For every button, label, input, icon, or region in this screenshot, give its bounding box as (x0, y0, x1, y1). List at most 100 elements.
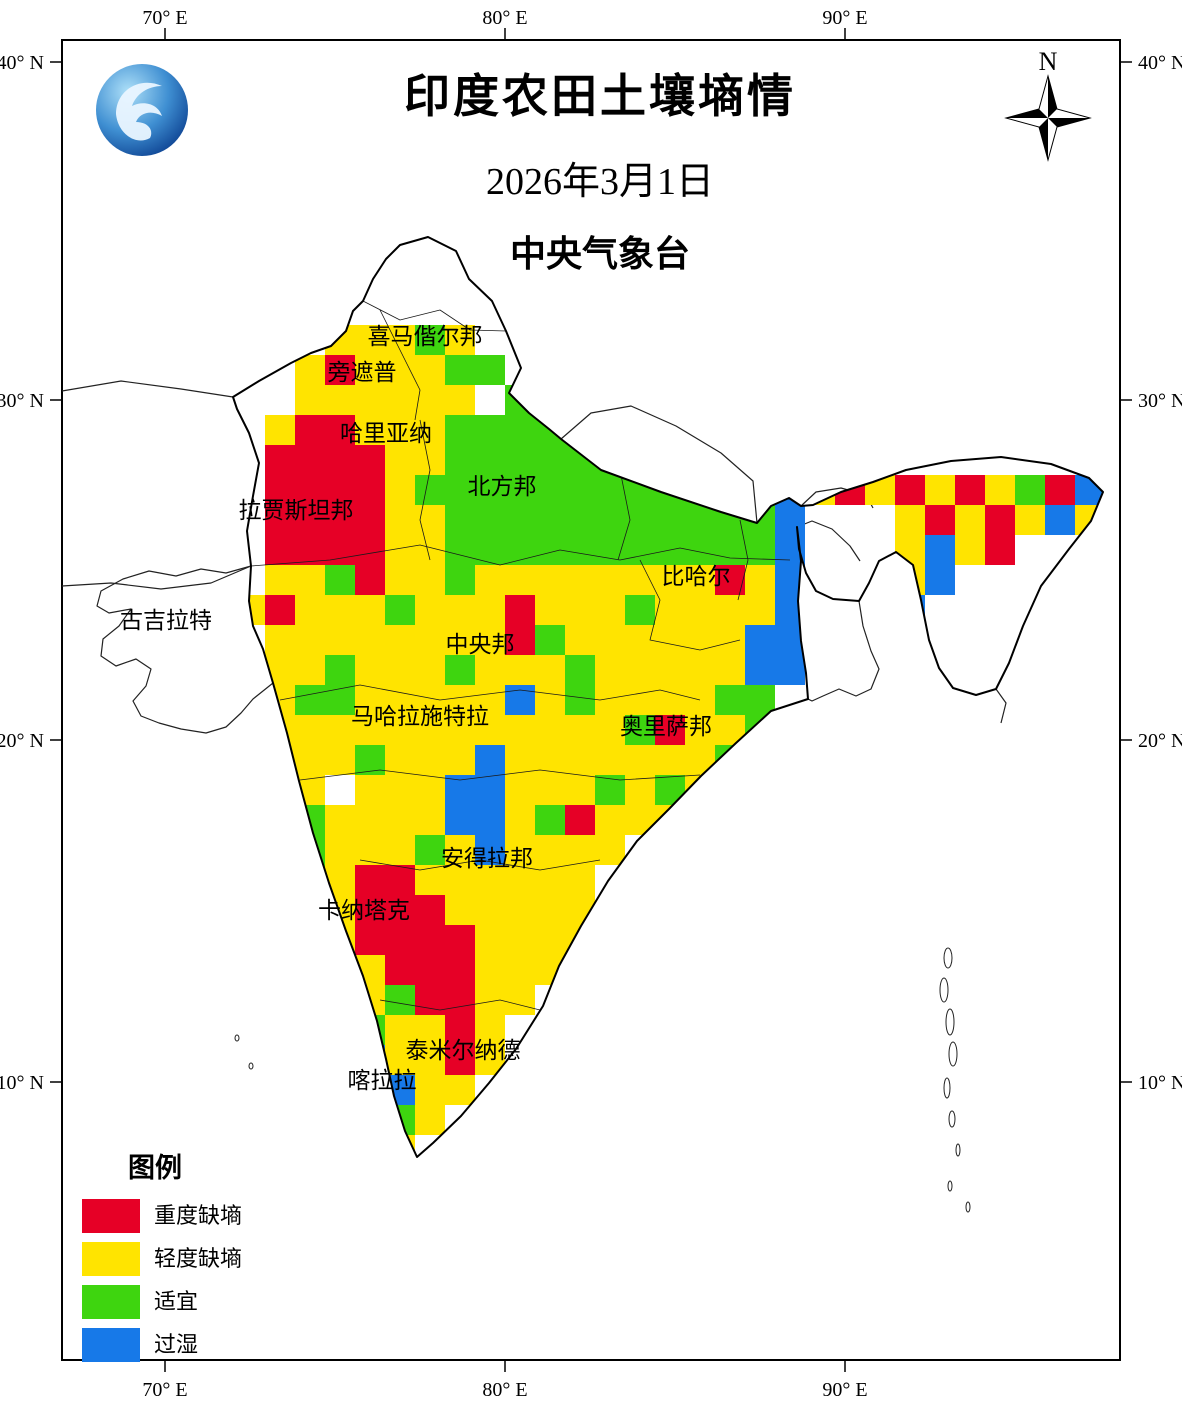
grid-cell (325, 475, 355, 505)
state-label: 奥里萨邦 (620, 714, 712, 739)
severe-deficit-swatch (82, 1199, 140, 1233)
grid-cell (445, 625, 475, 655)
grid-cell (595, 505, 625, 535)
grid-cell (895, 535, 925, 565)
grid-cell (355, 445, 385, 475)
grid-cell (535, 895, 565, 925)
grid-cell (385, 385, 415, 415)
grid-cell (595, 565, 625, 595)
legend-item-too-wet: 过湿 (82, 1328, 242, 1362)
grid-cell (685, 655, 715, 685)
grid-cell (355, 535, 385, 565)
grid-cell (505, 775, 535, 805)
grid-cell (505, 475, 535, 505)
grid-cell (685, 745, 715, 775)
myanmar-outline (995, 688, 1007, 724)
grid-cell (325, 985, 355, 1015)
nicobar-island (955, 1143, 961, 1157)
grid-cell (535, 685, 565, 715)
pakistan-outline (61, 380, 252, 590)
grid-cell (415, 1015, 445, 1045)
grid-cell (505, 445, 535, 475)
grid-cell (385, 1045, 415, 1075)
grid-cell (355, 505, 385, 535)
grid-cell (595, 715, 625, 745)
grid-cell (595, 805, 625, 835)
grid-cell (505, 505, 535, 535)
grid-cell (265, 895, 295, 925)
grid-cell (415, 565, 445, 595)
grid-cell (295, 985, 325, 1015)
grid-cell (745, 595, 775, 625)
grid-cell (325, 565, 355, 595)
grid-cell (595, 835, 625, 865)
grid-cell (325, 805, 355, 835)
grid-cell (415, 1075, 445, 1105)
andaman-island (939, 977, 949, 1003)
grid-cell (565, 715, 595, 745)
grid-cell (775, 655, 805, 685)
grid-cell (475, 595, 505, 625)
grid-cell (325, 745, 355, 775)
grid-cell (385, 745, 415, 775)
grid-cell (1015, 505, 1045, 535)
nicobar-island (965, 1201, 971, 1213)
grid-cell (355, 715, 385, 745)
grid-cell (475, 655, 505, 685)
grid-cell (565, 625, 595, 655)
grid-cell (655, 475, 685, 505)
lat-tick-label: 10° N (0, 1072, 44, 1094)
grid-cell (355, 475, 385, 505)
grid-cell (325, 385, 355, 415)
state-label: 卡纳塔克 (318, 898, 410, 923)
grid-cell (385, 1135, 415, 1157)
grid-cell (1045, 505, 1075, 535)
grid-cell (895, 505, 925, 535)
grid-cell (445, 655, 475, 685)
grid-cell (415, 745, 445, 775)
compass-star-fill (1048, 118, 1090, 127)
grid-cell (265, 715, 295, 745)
grid-cell (685, 715, 715, 745)
legend-item-label: 过湿 (154, 1332, 199, 1357)
grid-cell (445, 805, 475, 835)
grid-cell (355, 595, 385, 625)
grid-cell (265, 475, 295, 505)
grid-cell (385, 625, 415, 655)
grid-cell (385, 985, 415, 1015)
grid-cell (625, 805, 655, 835)
grid-cell (325, 625, 355, 655)
grid-cell (655, 625, 685, 655)
grid-cell (265, 505, 295, 535)
compass-star-fill (1006, 109, 1048, 118)
grid-cell (415, 505, 445, 535)
state-label: 马哈拉施特拉 (351, 704, 489, 729)
grid-cell (535, 655, 565, 685)
grid-cell (625, 685, 655, 715)
grid-cell (385, 1015, 415, 1045)
grid-cell (295, 505, 325, 535)
grid-cell (445, 415, 475, 445)
grid-cell (385, 565, 415, 595)
grid-cell (925, 475, 955, 505)
legend-item-label: 重度缺墒 (154, 1203, 243, 1228)
india-outline (232, 236, 1104, 1158)
andaman-island (948, 1041, 958, 1067)
bangladesh-outline (796, 520, 880, 702)
compass-star-fill (1048, 76, 1057, 118)
grid-cell (985, 475, 1015, 505)
grid-cell (1075, 505, 1103, 535)
grid-cell (445, 925, 475, 955)
grid-cell (535, 505, 565, 535)
grid-cell (745, 535, 775, 565)
grid-cell (445, 895, 475, 925)
grid-cell (565, 835, 595, 865)
grid-cell (535, 925, 565, 955)
grid-cell (445, 715, 475, 745)
grid-cell (355, 805, 385, 835)
grid-cell (445, 355, 475, 385)
grid-cell (295, 835, 325, 865)
grid-cell (505, 745, 535, 775)
grid-cell (535, 745, 565, 775)
